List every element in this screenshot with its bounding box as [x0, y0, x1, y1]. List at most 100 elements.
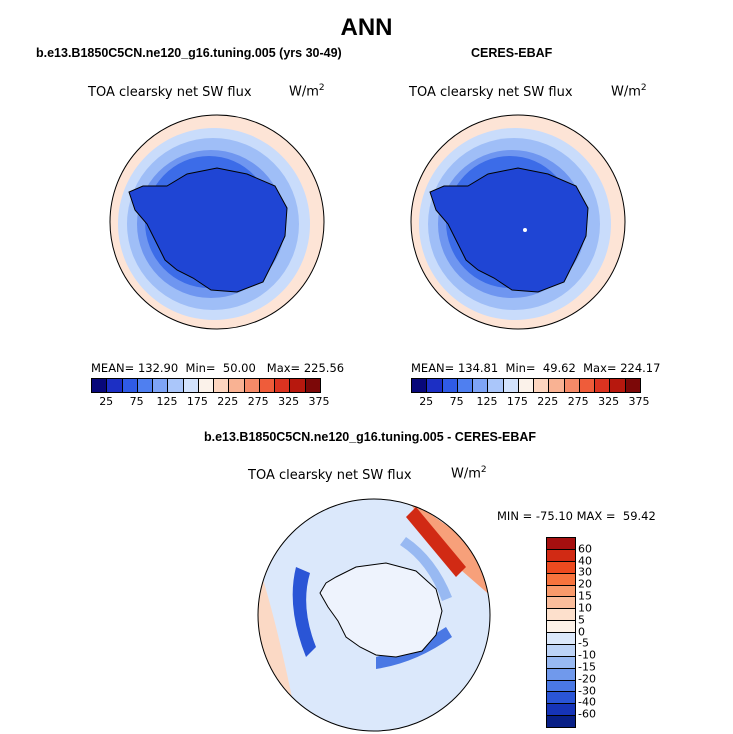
diff-colorbar [546, 537, 576, 728]
antarctica-landmass [429, 167, 589, 293]
colorbar-tick-label: 325 [598, 395, 620, 408]
diff-panel-subtitle: b.e13.B1850C5CN.ne120_g16.tuning.005 - C… [204, 430, 537, 444]
map-ceres-polar [410, 114, 626, 330]
colorbar-tick-label: 75 [449, 395, 464, 408]
colorbar-tick-label: -20 [578, 672, 596, 686]
panel-right-stats: MEAN= 134.81 Min= 49.62 Max= 224.17 [411, 361, 661, 375]
colorbar-swatch [547, 691, 575, 704]
diff-panel-units: W/m2 [451, 465, 487, 482]
colorbar-swatch [547, 703, 575, 716]
colorbar-tick-label: 40 [578, 554, 592, 568]
colorbar-swatch [304, 379, 320, 392]
panel-left-colorbar [91, 378, 321, 393]
panel-right-colorbar [411, 378, 641, 393]
colorbar-tick-label: 25 [99, 395, 114, 408]
colorbar-tick-label: 375 [628, 395, 650, 408]
colorbar-tick-label: 30 [578, 565, 592, 579]
colorbar-swatch [182, 379, 198, 392]
colorbar-tick-label: 325 [278, 395, 300, 408]
diff-panel-stats: MIN = -75.10 MAX = 59.42 [497, 509, 656, 523]
panel-left-field-label: TOA clearsky net SW flux [88, 85, 252, 100]
colorbar-swatch [624, 379, 640, 392]
colorbar-tick-label: -10 [578, 648, 596, 662]
colorbar-tick-label: -60 [578, 707, 596, 721]
colorbar-tick-label: 275 [567, 395, 589, 408]
colorbar-swatch [547, 620, 575, 632]
colorbar-tick-label: 20 [578, 577, 592, 591]
colorbar-swatch [533, 379, 549, 392]
diff-colorbar-ticks: 60 40 30 20 15 10 5 0 -5 -10 -15 -20 -30 -40 -60 [578, 537, 604, 726]
colorbar-swatch [136, 379, 153, 392]
colorbar-tick-label: -40 [578, 695, 596, 709]
colorbar-swatch [547, 667, 575, 680]
colorbar-swatch [456, 379, 473, 392]
colorbar-swatch [441, 379, 457, 392]
colorbar-tick-label: 0 [578, 625, 585, 638]
colorbar-swatch [547, 560, 575, 573]
colorbar-swatch [92, 379, 107, 392]
colorbar-tick-label: 375 [308, 395, 330, 408]
colorbar-tick-label: 225 [537, 395, 559, 408]
colorbar-tick-label: 175 [506, 395, 528, 408]
colorbar-swatch [609, 379, 625, 392]
colorbar-tick-label: 75 [129, 395, 144, 408]
colorbar-swatch [547, 596, 575, 609]
map-model-polar [109, 114, 325, 330]
diff-panel-field-label: TOA clearsky net SW flux [248, 468, 412, 483]
colorbar-swatch [472, 379, 488, 392]
colorbar-swatch [547, 632, 575, 644]
colorbar-swatch [502, 379, 518, 392]
colorbar-swatch [412, 379, 427, 392]
colorbar-swatch [274, 379, 290, 392]
panel-right-field-label: TOA clearsky net SW flux [409, 85, 573, 100]
panel-left-subtitle: b.e13.B1850C5CN.ne120_g16.tuning.005 (yr… [36, 46, 342, 60]
colorbar-swatch [258, 379, 275, 392]
colorbar-swatch [517, 379, 534, 392]
colorbar-tick-label: 125 [156, 395, 178, 408]
colorbar-swatch [578, 379, 595, 392]
colorbar-swatch [547, 715, 575, 727]
panel-right-colorbar-ticks: 25 75 125 175 225 275 325 375 [411, 395, 649, 409]
colorbar-tick-label: 175 [186, 395, 208, 408]
colorbar-tick-label: 225 [217, 395, 239, 408]
colorbar-swatch [548, 379, 564, 392]
colorbar-tick-label: 125 [476, 395, 498, 408]
colorbar-tick-label: 15 [578, 589, 592, 603]
colorbar-swatch [243, 379, 259, 392]
colorbar-tick-label: -5 [578, 636, 589, 650]
colorbar-swatch [547, 538, 575, 549]
colorbar-swatch [547, 643, 575, 656]
colorbar-swatch [121, 379, 137, 392]
colorbar-tick-label: 25 [419, 395, 434, 408]
colorbar-swatch [547, 679, 575, 692]
colorbar-tick-label: -30 [578, 684, 596, 698]
panel-left-units: W/m2 [289, 83, 325, 100]
colorbar-swatch [547, 548, 575, 561]
antarctica-landmass [128, 167, 288, 293]
colorbar-swatch [563, 379, 579, 392]
panel-right-units: W/m2 [611, 83, 647, 100]
panel-left-stats: MEAN= 132.90 Min= 50.00 Max= 225.56 [91, 361, 345, 375]
colorbar-tick-label: 5 [578, 613, 585, 627]
colorbar-tick-label: 10 [578, 601, 592, 615]
panel-left-colorbar-ticks: 25 75 125 175 225 275 325 375 [91, 395, 329, 409]
colorbar-swatch [547, 584, 575, 597]
colorbar-tick-label: 60 [578, 542, 592, 556]
colorbar-swatch [547, 572, 575, 585]
colorbar-swatch [487, 379, 503, 392]
colorbar-swatch [228, 379, 244, 392]
map-difference-polar [257, 498, 491, 732]
colorbar-swatch [594, 379, 610, 392]
colorbar-swatch [426, 379, 442, 392]
colorbar-swatch [547, 608, 575, 621]
figure-title: ANN [340, 14, 393, 41]
colorbar-swatch [106, 379, 122, 392]
colorbar-swatch [547, 655, 575, 668]
colorbar-swatch [213, 379, 229, 392]
colorbar-swatch [152, 379, 168, 392]
colorbar-swatch [197, 379, 214, 392]
antarctica-landmass [319, 562, 443, 658]
panel-right-subtitle: CERES-EBAF [471, 46, 553, 60]
colorbar-swatch [167, 379, 183, 392]
colorbar-tick-label: 275 [247, 395, 269, 408]
